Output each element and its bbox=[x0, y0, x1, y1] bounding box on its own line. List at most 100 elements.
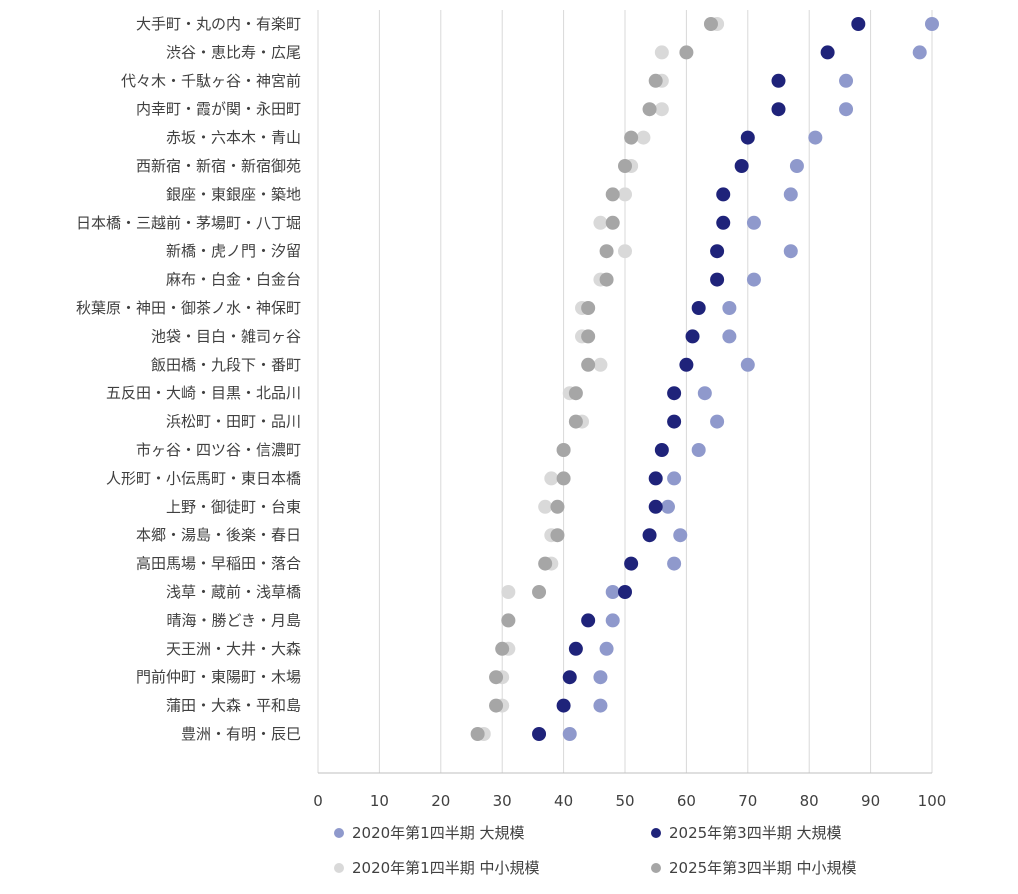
category-label: 市ヶ谷・四ツ谷・信濃町 bbox=[136, 441, 301, 459]
category-label: 浅草・蔵前・浅草橋 bbox=[166, 583, 301, 601]
data-point bbox=[710, 244, 725, 259]
data-point bbox=[722, 329, 737, 344]
data-point bbox=[581, 301, 596, 315]
data-point bbox=[783, 187, 798, 202]
data-point bbox=[556, 471, 571, 486]
data-point bbox=[667, 471, 682, 486]
data-point bbox=[783, 244, 798, 259]
data-point bbox=[667, 414, 682, 429]
data-point bbox=[550, 499, 565, 514]
data-point bbox=[685, 329, 700, 344]
data-point bbox=[642, 528, 657, 543]
data-point bbox=[740, 357, 755, 372]
data-point bbox=[532, 585, 547, 599]
legend: 2020年第1四半期 大規模 2025年第3四半期 大規模 2020年第1四半期 中… bbox=[334, 824, 857, 877]
data-point bbox=[618, 585, 632, 599]
category-label: 本郷・湯島・後楽・春日 bbox=[136, 526, 301, 544]
data-point bbox=[501, 585, 516, 599]
data-point bbox=[771, 73, 786, 88]
x-tick-label: 10 bbox=[370, 792, 389, 810]
data-point bbox=[648, 73, 663, 88]
data-point bbox=[839, 73, 854, 88]
data-point bbox=[851, 17, 866, 31]
data-point bbox=[746, 215, 761, 230]
data-point bbox=[624, 556, 639, 571]
x-tick-label: 0 bbox=[313, 792, 323, 810]
legend-marker bbox=[651, 863, 661, 873]
legend-label: 2025年第3四半期 大規模 bbox=[669, 824, 842, 842]
category-label: 日本橋・三越前・茅場町・八丁堀 bbox=[76, 214, 301, 232]
data-point bbox=[618, 159, 632, 173]
x-tick-label: 50 bbox=[615, 792, 634, 810]
data-point bbox=[820, 45, 835, 60]
legend-marker bbox=[334, 828, 344, 838]
data-point bbox=[925, 17, 939, 31]
data-point bbox=[716, 215, 731, 230]
data-point bbox=[624, 130, 639, 145]
legend-label: 2025年第3四半期 中小規模 bbox=[669, 859, 857, 877]
data-point bbox=[771, 102, 786, 117]
data-point bbox=[489, 670, 504, 685]
data-point bbox=[839, 102, 854, 117]
data-point bbox=[618, 187, 632, 202]
data-point bbox=[703, 17, 718, 31]
category-label: 五反田・大崎・目黒・北品川 bbox=[106, 384, 301, 402]
data-point bbox=[593, 357, 608, 372]
data-point bbox=[710, 272, 725, 287]
data-point bbox=[556, 698, 571, 713]
data-point bbox=[654, 45, 669, 60]
data-point bbox=[618, 244, 632, 259]
data-point bbox=[912, 45, 927, 60]
data-point bbox=[605, 187, 620, 202]
data-point bbox=[734, 159, 749, 173]
data-point bbox=[568, 414, 583, 429]
data-point bbox=[808, 130, 823, 145]
data-point bbox=[495, 641, 510, 656]
data-point bbox=[667, 556, 682, 571]
data-point bbox=[593, 698, 608, 713]
data-point bbox=[642, 102, 657, 117]
data-point bbox=[667, 386, 682, 401]
data-point bbox=[581, 613, 596, 628]
data-point bbox=[654, 102, 669, 117]
data-point bbox=[568, 386, 583, 401]
data-point bbox=[599, 641, 614, 656]
category-label: 銀座・東銀座・築地 bbox=[166, 185, 301, 203]
x-axis: 0 10 20 30 40 50 60 70 80 90 100 bbox=[313, 772, 946, 810]
category-label: 代々木・千駄ヶ谷・神宮前 bbox=[121, 72, 301, 90]
data-point bbox=[789, 159, 804, 173]
data-point bbox=[581, 329, 596, 344]
category-label: 渋谷・恵比寿・広尾 bbox=[166, 43, 301, 61]
category-label: 天王洲・大井・大森 bbox=[166, 640, 301, 658]
data-point bbox=[660, 499, 675, 514]
grid-lines bbox=[317, 10, 933, 773]
data-point bbox=[691, 301, 706, 315]
category-label: 上野・御徒町・台東 bbox=[166, 498, 301, 516]
category-label: 豊洲・有明・辰巳 bbox=[181, 725, 301, 743]
data-point bbox=[654, 443, 669, 457]
data-point bbox=[593, 215, 608, 230]
data-point bbox=[648, 471, 663, 486]
data-point bbox=[636, 130, 651, 145]
data-point bbox=[697, 386, 712, 401]
data-point bbox=[605, 215, 620, 230]
data-point bbox=[544, 471, 559, 486]
x-tick-label: 60 bbox=[677, 792, 696, 810]
data-point bbox=[532, 727, 547, 741]
data-point bbox=[691, 443, 706, 457]
legend-marker bbox=[651, 828, 661, 838]
data-point bbox=[605, 585, 620, 599]
data-point bbox=[679, 357, 694, 372]
data-point bbox=[550, 528, 565, 543]
category-label: 池袋・目白・雑司ヶ谷 bbox=[151, 327, 301, 345]
legend-label: 2020年第1四半期 大規模 bbox=[352, 824, 525, 842]
x-tick-label: 40 bbox=[554, 792, 573, 810]
data-point bbox=[716, 187, 731, 202]
data-point bbox=[562, 670, 577, 685]
category-label: 飯田橋・九段下・番町 bbox=[151, 356, 301, 374]
data-point bbox=[679, 45, 694, 60]
x-tick-label: 30 bbox=[493, 792, 512, 810]
data-point bbox=[673, 528, 688, 543]
